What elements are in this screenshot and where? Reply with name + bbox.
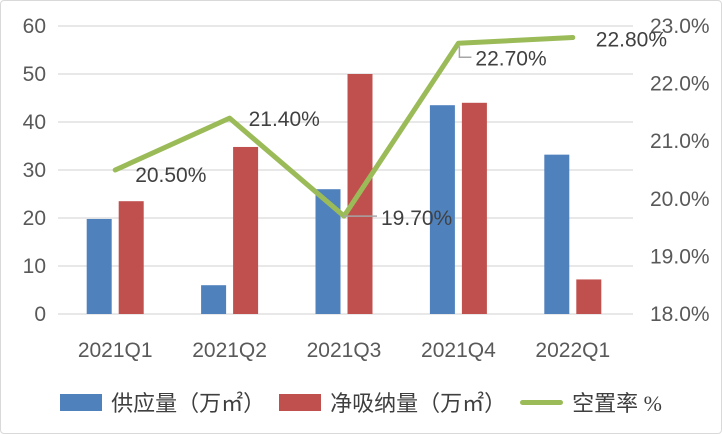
legend: 供应量（万㎡） 净吸纳量（万㎡） 空置率 %: [1, 386, 721, 418]
legend-item-vacancy: 空置率 %: [520, 386, 662, 418]
left-axis-tick: 30: [23, 159, 46, 182]
right-axis-tick: 20.0%: [650, 188, 710, 211]
right-axis-tick: 19.0%: [650, 245, 710, 268]
vacancy-data-label: 22.70%: [475, 47, 546, 70]
left-axis-tick: 20: [23, 207, 46, 230]
left-axis-tick: 50: [23, 63, 46, 86]
bar-supply: [86, 218, 112, 314]
left-axis-tick: 0: [34, 303, 46, 326]
bar-absorption: [461, 102, 487, 314]
legend-label-vacancy: 空置率 %: [572, 391, 662, 416]
right-axis-tick: 18.0%: [650, 303, 710, 326]
category-label: 2021Q3: [307, 339, 382, 362]
vacancy-data-label: 19.70%: [381, 207, 452, 230]
right-axis-tick: 22.0%: [650, 73, 710, 96]
bar-absorption: [576, 279, 602, 314]
bar-absorption: [118, 201, 144, 314]
left-axis-tick: 60: [23, 15, 46, 38]
bar-supply: [429, 105, 455, 314]
right-axis-tick: 21.0%: [650, 130, 710, 153]
left-axis-tick: 10: [23, 255, 46, 278]
vacancy-data-label: 20.50%: [135, 164, 206, 187]
legend-label-supply: 供应量（万㎡）: [111, 391, 266, 416]
legend-item-absorption: 净吸纳量（万㎡）: [279, 386, 506, 418]
label-leader-line: [458, 46, 472, 59]
vacancy-data-label: 21.40%: [249, 108, 320, 131]
vacancy-data-label: 22.80%: [596, 29, 667, 52]
category-label: 2022Q1: [535, 339, 610, 362]
supply-swatch-icon: [60, 393, 103, 411]
absorption-swatch-icon: [279, 393, 322, 411]
legend-label-absorption: 净吸纳量（万㎡）: [330, 391, 507, 416]
category-label: 2021Q1: [78, 339, 153, 362]
category-label: 2021Q2: [192, 339, 267, 362]
vacancy-line-swatch-icon: [520, 399, 564, 405]
legend-item-supply: 供应量（万㎡）: [60, 386, 265, 418]
left-axis-tick: 40: [23, 111, 46, 134]
right-axis-tick: 23.0%: [650, 15, 710, 38]
bar-supply: [201, 285, 227, 314]
bar-absorption: [233, 146, 259, 314]
category-label: 2021Q4: [421, 339, 496, 362]
bar-supply: [544, 154, 570, 314]
